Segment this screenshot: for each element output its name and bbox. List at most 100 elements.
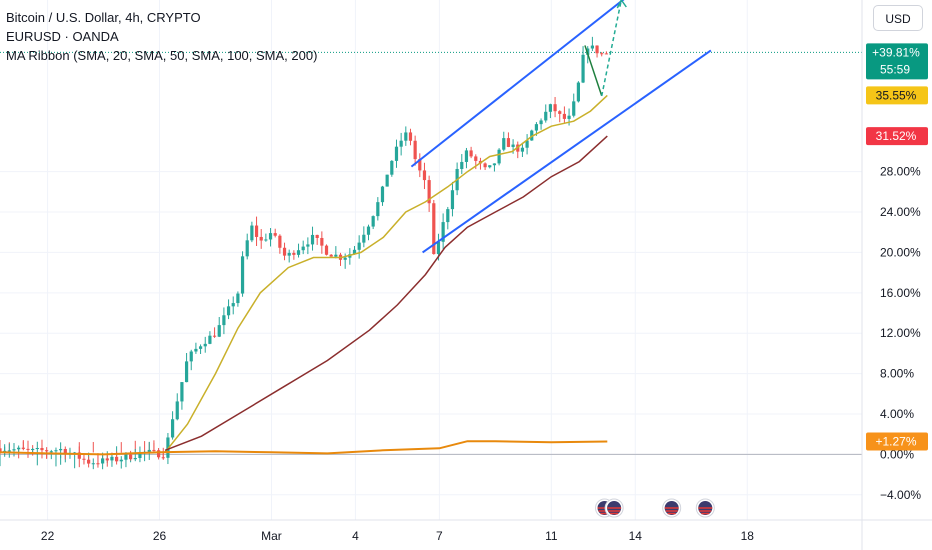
economic-events[interactable] [595, 498, 715, 518]
candle-body [441, 222, 445, 242]
candle-body [63, 448, 67, 455]
price-badge-label: +1.27% [875, 435, 916, 449]
channel-lower [422, 49, 712, 254]
candle-body [390, 160, 394, 175]
price-candles [0, 36, 608, 470]
candle-body [77, 452, 81, 459]
candle-body [17, 447, 21, 450]
candle-body [49, 451, 53, 453]
price-badges: +39.81% 55:59 35.55% 31.52% +1.27% [866, 43, 928, 451]
projection-leg [584, 45, 603, 97]
symbol-title[interactable]: Bitcoin / U.S. Dollar, 4h, CRYPTO [6, 10, 201, 25]
candle-body [264, 239, 268, 241]
time-axis[interactable]: 22 26 Mar 4 7 11 14 18 [0, 519, 932, 543]
candle-body [26, 448, 30, 450]
candle-body [320, 237, 324, 246]
candle-body [324, 245, 329, 255]
candle-body [175, 401, 179, 420]
x-tick-label: 18 [741, 529, 755, 543]
candle-body [184, 361, 189, 383]
candle-body [418, 159, 422, 171]
candle-body [217, 325, 221, 337]
candle-body [343, 257, 347, 260]
candle-body [250, 225, 254, 241]
y-tick-label: 28.00% [880, 165, 921, 179]
candle-body [245, 240, 249, 257]
candle-body [254, 225, 259, 237]
projection-arrow [600, 0, 623, 97]
price-badge [866, 43, 928, 80]
us-flag-stripes [664, 507, 679, 515]
candle-body [292, 252, 296, 255]
candle-body [357, 242, 361, 250]
candle-body [278, 235, 282, 248]
candle-body [352, 249, 357, 255]
us-flag-stripes [698, 507, 713, 515]
price-badge-label: 35.55% [876, 88, 917, 102]
x-tick-label: 11 [545, 529, 558, 543]
arrow-head [616, 0, 627, 9]
candle-body [581, 54, 585, 83]
candle-body [329, 254, 333, 257]
candle-body [562, 113, 567, 119]
trend-channel[interactable] [410, 0, 712, 254]
x-tick-label: 22 [41, 529, 55, 543]
price-badge [866, 127, 928, 146]
price-badge-label: 31.52% [876, 129, 917, 143]
candle-body [54, 450, 58, 452]
candle-body [404, 132, 408, 141]
candle-body [548, 104, 553, 112]
x-tick-label: Mar [261, 529, 282, 543]
candle-body [268, 233, 273, 240]
channel-upper [410, 0, 625, 168]
candle-body [287, 252, 291, 256]
candle-body [0, 448, 2, 452]
candle-body [110, 456, 114, 461]
candle-body [240, 256, 245, 294]
candle-body [595, 45, 599, 54]
candle-body [432, 203, 436, 255]
candle-body [7, 450, 11, 452]
candle-body [105, 458, 109, 461]
candle-body [222, 315, 226, 326]
candle-body [376, 202, 380, 217]
candle-body [208, 335, 212, 344]
candle-body [553, 104, 557, 112]
candle-body [483, 163, 487, 168]
candle-body [534, 124, 539, 131]
candle-body [124, 454, 128, 460]
candle-body [3, 450, 7, 452]
candle-body [366, 226, 371, 235]
candle-body [156, 450, 161, 458]
candle-body [203, 343, 207, 347]
x-tick-label: 14 [629, 529, 643, 543]
y-tick-label: 24.00% [880, 205, 921, 219]
indicator-title[interactable]: MA Ribbon (SMA, 20, SMA, 50, SMA, 100, S… [6, 48, 318, 63]
price-axis[interactable]: −4.00% 0.00% 4.00% 8.00% 12.00% 16.00% 20.00% 2… [861, 0, 921, 550]
candle-body [427, 180, 431, 204]
candle-body [544, 111, 548, 121]
candle-body [161, 457, 165, 459]
candle-body [399, 140, 403, 147]
y-tick-label: 20.00% [880, 245, 921, 259]
y-tick-label: 16.00% [880, 286, 921, 300]
candle-body [138, 452, 142, 459]
candle-body [413, 140, 417, 160]
line-sma-50 [164, 135, 608, 451]
candle-body [236, 293, 240, 304]
candle-body [296, 250, 301, 255]
candle-body [310, 234, 315, 245]
candle-body [189, 351, 193, 362]
compare-symbol[interactable]: EURUSD · OANDA [6, 29, 119, 44]
candle-body [572, 101, 576, 116]
currency-button[interactable]: USD [873, 5, 923, 31]
candle-body [394, 146, 399, 161]
candle-body [315, 234, 319, 238]
candle-body [558, 111, 562, 114]
candle-body [520, 147, 525, 152]
candle-body [231, 303, 235, 307]
chart-legend: Bitcoin / U.S. Dollar, 4h, CRYPTO EURUSD… [6, 8, 317, 65]
candle-body [469, 150, 473, 157]
candle-body [45, 450, 49, 452]
